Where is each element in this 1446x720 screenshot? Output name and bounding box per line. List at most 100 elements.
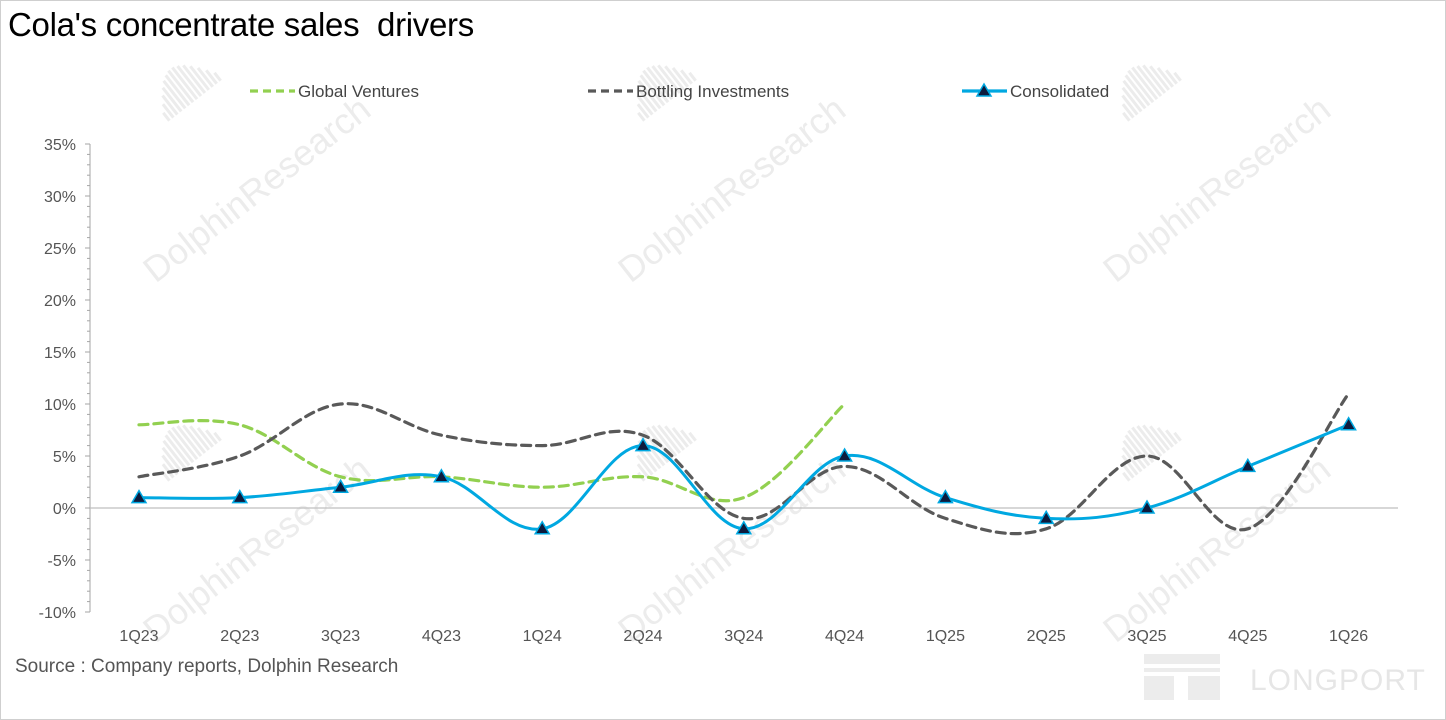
watermark-bar (1131, 426, 1159, 461)
watermark-bar (171, 426, 199, 461)
watermark-bar (164, 434, 191, 467)
data-point-consolidated (1138, 499, 1156, 514)
watermark-text: DolphinResearch (610, 448, 853, 650)
y-tick-label: -10% (39, 605, 76, 622)
watermark-2: DolphinResearch (1095, 64, 1338, 290)
watermark-bar (1121, 446, 1143, 473)
x-tick-label: 4Q23 (422, 628, 461, 645)
watermark-bar (1156, 66, 1174, 88)
watermark-bar (162, 439, 187, 470)
watermark-text: DolphinResearch (1095, 88, 1338, 290)
data-point-consolidated (130, 489, 148, 504)
watermark-bar (636, 94, 654, 116)
watermark-bar (164, 74, 191, 107)
watermark-bar (1142, 424, 1167, 454)
watermark-bar (205, 69, 218, 85)
watermark-bar (162, 111, 171, 122)
x-tick-label: 4Q25 (1228, 628, 1267, 645)
watermark-bar (671, 426, 689, 448)
watermark-bar (167, 69, 195, 104)
legend-marker-icon (975, 82, 993, 97)
y-tick-label: 25% (44, 241, 76, 258)
watermark-bar (205, 429, 218, 445)
data-point-consolidated (735, 520, 753, 535)
watermark-bar (680, 69, 693, 85)
watermark-bar (1149, 425, 1171, 451)
watermark-bar (176, 65, 203, 97)
chart-title: Cola's concentrate sales drivers (8, 6, 474, 43)
data-point-consolidated (433, 468, 450, 483)
watermark-bar (1124, 434, 1151, 467)
watermark-bar (161, 94, 179, 116)
brand-watermark: LONGPORT (1142, 650, 1432, 702)
watermark-bar (664, 65, 686, 91)
x-tick-label: 3Q24 (724, 628, 763, 645)
watermark-bar (161, 103, 175, 119)
watermark-bar (196, 66, 214, 88)
watermark-bar (162, 79, 187, 110)
watermark-bar (1121, 103, 1135, 119)
watermark-bar (636, 86, 658, 113)
series-layer (130, 392, 1357, 536)
watermark-bar (161, 86, 183, 113)
watermark-bar (688, 71, 697, 82)
data-point-consolidated (836, 447, 853, 462)
x-tick-label: 1Q26 (1329, 628, 1368, 645)
watermark-bar (636, 454, 654, 476)
watermark-bar (1149, 65, 1171, 91)
watermark-bar (1173, 431, 1182, 442)
watermark-bar (636, 446, 658, 473)
watermark-bar (196, 426, 214, 448)
watermark-bar (637, 79, 662, 110)
watermark-bar (171, 66, 199, 101)
watermark-bar (1131, 66, 1159, 101)
series-consolidated (130, 416, 1357, 535)
data-point-consolidated (533, 520, 551, 535)
watermark-bar (1124, 74, 1151, 107)
x-tick-label: 1Q23 (119, 628, 158, 645)
series-bottling-investments (137, 392, 1351, 536)
watermark-bar (642, 69, 670, 104)
watermark-bar (636, 463, 650, 479)
watermark-bar (1121, 454, 1139, 476)
watermark-text: DolphinResearch (610, 88, 853, 290)
watermark-bar (1122, 79, 1147, 110)
data-point-consolidated (1239, 457, 1257, 473)
watermark-bar (1142, 64, 1167, 94)
watermark-bar (651, 65, 678, 97)
x-tick-label: 2Q24 (623, 628, 662, 645)
y-tick-label: 30% (44, 189, 76, 206)
watermark-bar (664, 425, 686, 451)
x-tick-label: 3Q23 (321, 628, 360, 645)
data-point-consolidated (1037, 509, 1055, 525)
watermark-bar (688, 431, 697, 442)
y-tick-label: 0% (53, 501, 76, 518)
watermark-bar (651, 425, 678, 457)
y-tick-label: 35% (44, 137, 76, 154)
watermark-text: DolphinResearch (1095, 448, 1338, 650)
series-global-ventures (137, 402, 847, 503)
watermark-bar (213, 431, 222, 442)
watermark-bar (657, 424, 682, 454)
watermark-bar (639, 74, 666, 107)
y-tick-label: -5% (48, 553, 76, 570)
legend-item-bottling-investments: Bottling Investments (588, 82, 789, 101)
brand-logo-icon (1144, 654, 1220, 700)
data-point-consolidated (634, 437, 652, 452)
watermark-bar (161, 446, 183, 473)
x-tick-label: 1Q24 (523, 628, 562, 645)
legend: Global Ventures Bottling Investments Conso… (250, 82, 1109, 101)
watermark-bar (189, 65, 211, 91)
watermark-1: DolphinResearch (610, 64, 853, 290)
y-tick-label: 5% (53, 449, 76, 466)
brand-text: LONGPORT (1250, 664, 1426, 697)
data-point-consolidated (1340, 416, 1357, 431)
watermark-bar (182, 424, 207, 454)
x-tick-label: 2Q25 (1027, 628, 1066, 645)
source-note: Source : Company reports, Dolphin Resear… (15, 656, 399, 677)
data-point-consolidated (231, 489, 249, 504)
watermark-bar (657, 64, 682, 94)
y-tick-label: 15% (44, 345, 76, 362)
x-tick-label: 3Q25 (1127, 628, 1166, 645)
